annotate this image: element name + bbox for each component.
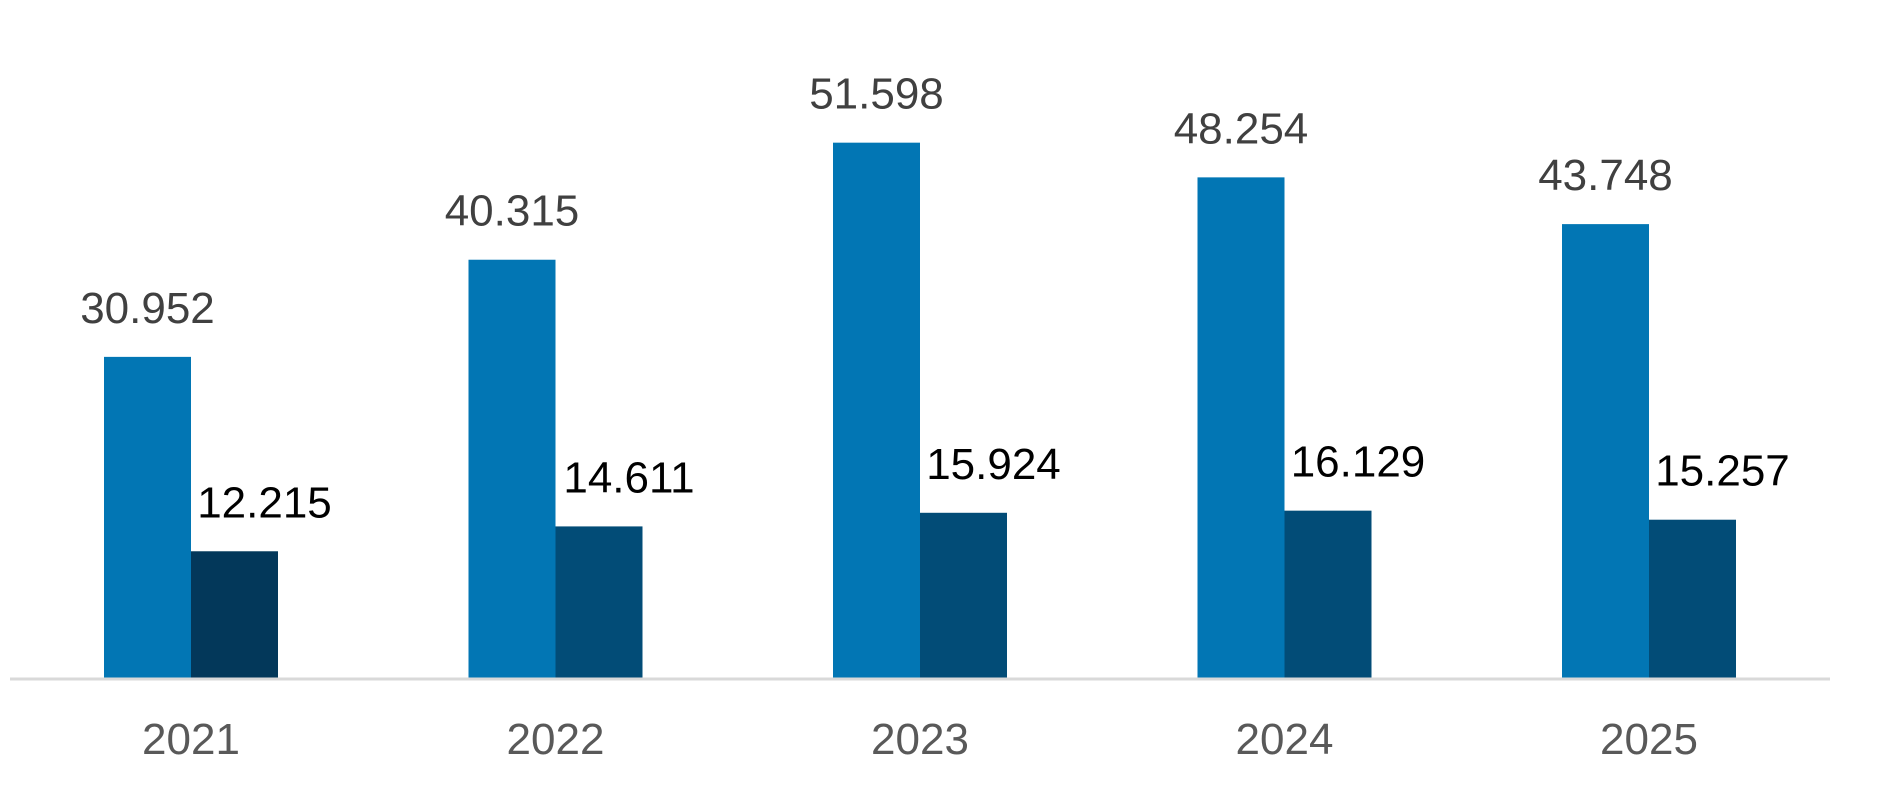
labels-layer: 30.952 12.215 40.315 14.611 51.598 15.924 48.2…	[80, 70, 1790, 528]
bar-series-1-2023	[833, 142, 920, 678]
data-label-series-2-2021: 12.215	[197, 478, 332, 527]
bar-series-1-2025	[1562, 224, 1649, 678]
x-tick-label-2021: 2021	[142, 715, 240, 764]
bar-series-2-2024	[1284, 510, 1372, 678]
bar-series-1-2021	[104, 356, 191, 678]
data-label-series-2-2024: 16.129	[1291, 438, 1426, 487]
x-tick-label-2025: 2025	[1600, 715, 1698, 764]
data-label-series-2-2025: 15.257	[1655, 447, 1790, 496]
data-label-series-1-2021: 30.952	[80, 284, 215, 333]
bar-series-2-2023	[920, 512, 1007, 678]
data-label-series-1-2025: 43.748	[1538, 151, 1673, 200]
data-label-series-1-2023: 51.598	[809, 70, 944, 119]
bar-series-1-2022	[468, 259, 556, 678]
bars-layer	[104, 142, 1736, 678]
x-tick-label-2023: 2023	[871, 715, 969, 764]
x-tick-labels: 2021 2022 2023 2024 2025	[142, 715, 1698, 764]
x-tick-label-2022: 2022	[507, 715, 605, 764]
data-label-series-1-2024: 48.254	[1174, 104, 1309, 153]
bar-series-1-2024	[1197, 177, 1285, 678]
data-label-series-2-2023: 15.924	[926, 440, 1061, 489]
x-tick-label-2024: 2024	[1236, 715, 1334, 764]
bar-series-2-2025	[1649, 519, 1736, 678]
bar-series-2-2021	[191, 551, 278, 678]
data-label-series-2-2022: 14.611	[563, 453, 694, 502]
bar-series-2-2022	[555, 526, 643, 678]
data-label-series-1-2022: 40.315	[445, 187, 580, 236]
